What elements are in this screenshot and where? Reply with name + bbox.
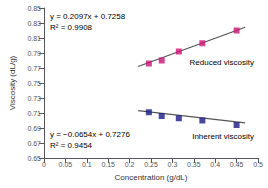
svg-text:0.2: 0.2 xyxy=(125,161,135,168)
svg-text:0.77: 0.77 xyxy=(27,65,41,72)
svg-text:R² = 0.9454: R² = 0.9454 xyxy=(50,141,93,150)
svg-text:0.65: 0.65 xyxy=(27,155,41,162)
svg-text:0.45: 0.45 xyxy=(230,161,244,168)
svg-text:R² = 0.9908: R² = 0.9908 xyxy=(50,23,93,32)
svg-text:0.85: 0.85 xyxy=(27,5,41,12)
svg-text:0.25: 0.25 xyxy=(144,161,158,168)
svg-text:0.67: 0.67 xyxy=(27,140,41,147)
svg-text:0.79: 0.79 xyxy=(27,50,41,57)
svg-text:0.83: 0.83 xyxy=(27,20,41,27)
svg-text:Inherent viscosity: Inherent viscosity xyxy=(192,132,254,141)
svg-text:0.73: 0.73 xyxy=(27,95,41,102)
svg-text:Viscosity (dL/g): Viscosity (dL/g) xyxy=(8,55,17,110)
svg-text:0.5: 0.5 xyxy=(253,161,263,168)
svg-text:0: 0 xyxy=(42,161,46,168)
svg-text:0.15: 0.15 xyxy=(101,161,115,168)
svg-text:0.71: 0.71 xyxy=(27,110,41,117)
svg-text:y = −0.0654x + 0.7276: y = −0.0654x + 0.7276 xyxy=(50,130,130,139)
svg-text:y = 0.2097x + 0.7258: y = 0.2097x + 0.7258 xyxy=(50,12,126,21)
svg-text:0.69: 0.69 xyxy=(27,125,41,132)
svg-text:0.35: 0.35 xyxy=(187,161,201,168)
svg-text:Concentration (g/dL): Concentration (g/dL) xyxy=(115,173,188,182)
svg-text:0.75: 0.75 xyxy=(27,80,41,87)
svg-text:0.1: 0.1 xyxy=(82,161,92,168)
svg-text:Reduced viscosity: Reduced viscosity xyxy=(190,58,254,67)
svg-text:0.05: 0.05 xyxy=(59,161,73,168)
svg-text:0.4: 0.4 xyxy=(210,161,220,168)
svg-text:0.81: 0.81 xyxy=(27,35,41,42)
svg-text:0.3: 0.3 xyxy=(168,161,178,168)
